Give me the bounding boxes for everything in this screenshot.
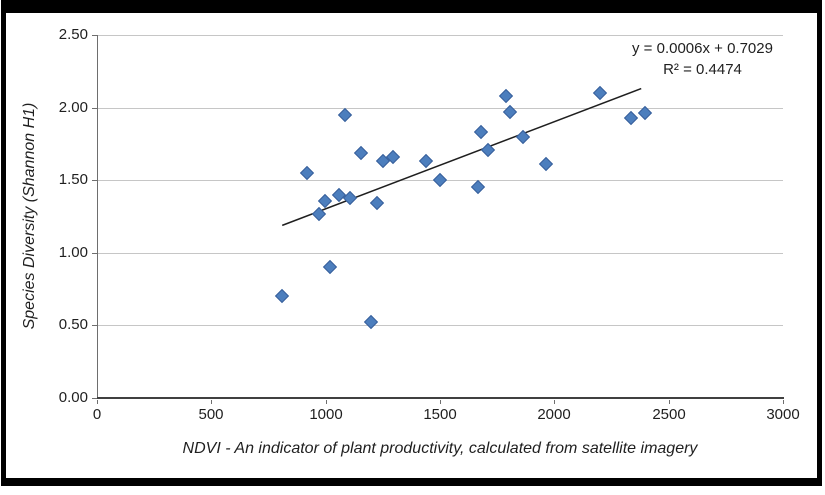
x-axis-tick: [669, 400, 670, 404]
x-axis-title: NDVI - An indicator of plant productivit…: [182, 440, 698, 457]
y-axis-tick: [92, 35, 97, 36]
y-axis-tick: [92, 398, 97, 399]
y-tick-label: 2.50: [58, 26, 88, 43]
plot-area: [97, 35, 783, 398]
y-axis-tick: [92, 253, 97, 254]
trendline-equation: y = 0.0006x + 0.7029 R² = 0.4474: [600, 38, 805, 80]
trendline: [281, 87, 642, 227]
x-tick-label: 2500: [652, 406, 686, 423]
x-tick-label: 1500: [423, 406, 457, 423]
y-tick-label: 1.00: [58, 244, 88, 261]
gridline: [97, 35, 783, 36]
gridline: [97, 253, 783, 254]
x-axis-tick: [554, 400, 555, 404]
x-tick-label: 1000: [309, 406, 343, 423]
x-tick-label: 0: [92, 406, 102, 423]
x-axis-tick: [783, 400, 784, 404]
y-axis-tick: [92, 108, 97, 109]
x-axis-line: [97, 397, 784, 399]
y-tick-label: 0.00: [58, 389, 88, 406]
gridline: [97, 325, 783, 326]
y-axis-line: [97, 35, 98, 398]
x-axis-tick: [326, 400, 327, 404]
x-tick-label: 3000: [766, 406, 800, 423]
y-axis-tick: [92, 180, 97, 181]
x-tick-label: 2000: [537, 406, 571, 423]
trendline-r-squared: R² = 0.4474: [663, 61, 742, 78]
y-tick-label: 1.50: [58, 171, 88, 188]
x-axis-tick: [211, 400, 212, 404]
gridline: [97, 108, 783, 109]
x-axis-tick: [97, 400, 98, 404]
y-axis-tick: [92, 325, 97, 326]
y-tick-label: 2.00: [58, 99, 88, 116]
x-axis-tick: [440, 400, 441, 404]
y-axis-title: Species Diversity (Shannon H1): [21, 102, 38, 330]
trendline-equation-line1: y = 0.0006x + 0.7029: [632, 40, 773, 57]
y-tick-label: 0.50: [58, 316, 88, 333]
x-tick-label: 500: [198, 406, 224, 423]
